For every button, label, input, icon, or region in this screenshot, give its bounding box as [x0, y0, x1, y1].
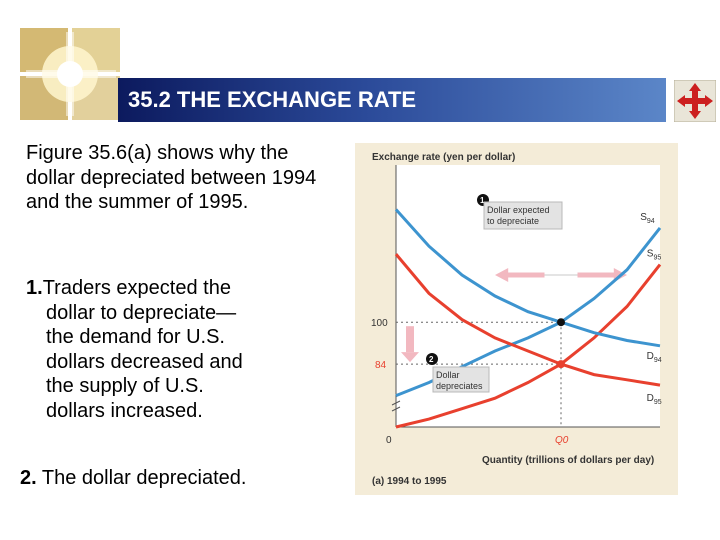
- annotation-line-a-1: to depreciate: [487, 216, 539, 226]
- step-1-line-0: Traders expected the: [42, 277, 231, 299]
- step-1-line-3: dollars decreased and: [46, 350, 243, 373]
- curve-label-d95: D95: [647, 393, 662, 406]
- x-axis-label: Quantity (trillions of dollars per day): [482, 455, 654, 466]
- annotation-number-a: 1: [480, 196, 485, 205]
- y-axis-label: Exchange rate (yen per dollar): [372, 152, 515, 163]
- depreciation-arrow: [406, 326, 414, 353]
- annotation-badge-b: [426, 353, 438, 365]
- intro-text: Figure 35.6(a) shows why the dollar depr…: [26, 142, 317, 213]
- step-2-body: The dollar depreciated.: [36, 467, 247, 489]
- curve-d94: [394, 208, 661, 348]
- equilibrium-point-1995: [557, 360, 565, 369]
- step-1-line-4: the supply of U.S.: [46, 375, 204, 397]
- x-tick-label-0: 0: [386, 435, 392, 446]
- curve-label-d94: D94: [647, 351, 662, 364]
- step-1-line-5: dollars increased.: [46, 399, 203, 422]
- x-tick-label-q0: Q0: [555, 435, 569, 446]
- page-title: 35.2 THE EXCHANGE RATE: [128, 87, 417, 112]
- decorative-logo-icon: [20, 28, 120, 120]
- figure-caption: (a) 1994 to 1995: [372, 476, 447, 487]
- curve-label-s95: S95: [647, 249, 662, 262]
- curve-s95: [395, 263, 662, 429]
- y-tick-label-100: 100: [371, 318, 388, 329]
- step-1-text: 1.Traders expected the dollar to depreci…: [26, 276, 326, 423]
- step-1-line-1: dollar to depreciate—: [46, 301, 237, 324]
- demand-shift-arrow-head: [495, 268, 509, 283]
- annotation-line-b-0: Dollar: [436, 370, 460, 380]
- step-1-number: 1.: [26, 277, 43, 299]
- annotation-line-b-1: depreciates: [436, 381, 483, 391]
- navigation-cross-icon[interactable]: [674, 80, 716, 122]
- exchange-rate-figure: Exchange rate (yen per dollar) Quantity …: [355, 143, 678, 495]
- annotation-box-b: [432, 366, 490, 393]
- y-tick-label-84: 84: [375, 360, 387, 371]
- annotation-box-a: [483, 201, 563, 230]
- axis-break-mark: [391, 406, 401, 412]
- depreciation-arrow-head: [401, 352, 419, 363]
- step-2-text: 2. The dollar depreciated.: [20, 466, 320, 491]
- axis-break-mark: [391, 400, 401, 406]
- equilibrium-point-1994: [557, 318, 565, 327]
- annotation-line-a-0: Dollar expected: [487, 205, 550, 215]
- annotation-number-b: 2: [429, 355, 434, 364]
- step-2-number: 2.: [20, 467, 37, 489]
- step-1-line-2: the demand for U.S.: [46, 326, 225, 348]
- title-bar: 35.2 THE EXCHANGE RATE: [118, 78, 666, 122]
- curve-label-s94: S94: [640, 212, 655, 225]
- curve-d95: [394, 253, 661, 387]
